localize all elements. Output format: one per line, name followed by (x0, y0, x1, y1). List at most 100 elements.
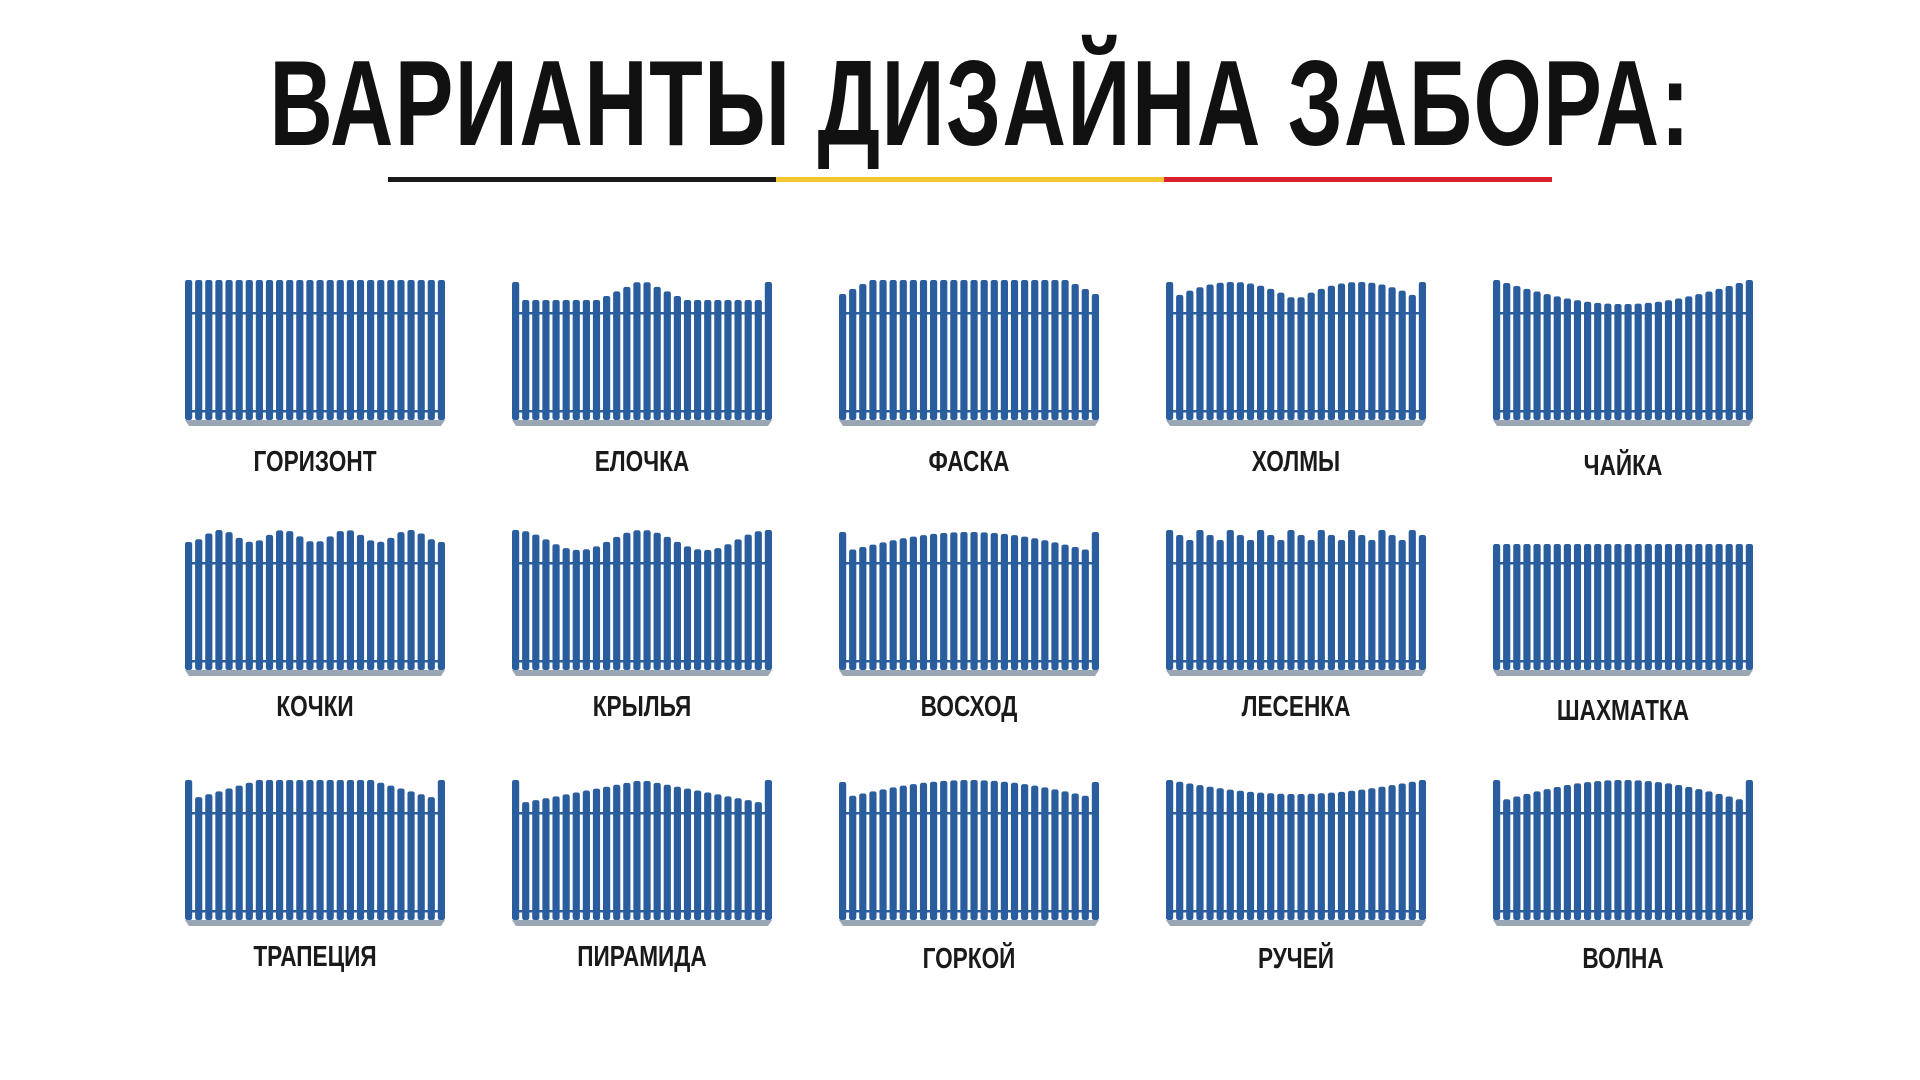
fence-picket (839, 294, 847, 420)
fence-picket (1503, 799, 1511, 920)
fence-picket (879, 542, 887, 670)
fence-picket (532, 534, 540, 670)
fence-picket (990, 532, 998, 670)
fence-faska-illustration (839, 280, 1099, 426)
fence-picket (1675, 785, 1683, 920)
fence-picket (286, 780, 294, 920)
fence-picket (1196, 530, 1204, 670)
fence-picket (1563, 544, 1571, 670)
fence-picket (1614, 303, 1622, 420)
fence-picket (532, 300, 540, 420)
fence-picket (1695, 544, 1703, 670)
fence-picket (195, 280, 203, 420)
fence-bottom-rail (185, 910, 445, 913)
fence-picket (603, 541, 611, 670)
fence-shadow (185, 920, 445, 926)
fence-design-shahmatka: ШАХМАТКА (1463, 520, 1783, 760)
fence-picket (704, 792, 712, 920)
fence-picket (1493, 780, 1501, 920)
fence-picket (1634, 544, 1642, 670)
fence-picket (1236, 535, 1244, 670)
fence-picket (306, 280, 314, 420)
fence-picket (1685, 544, 1693, 670)
fence-picket (276, 280, 284, 420)
fence-picket (562, 300, 570, 420)
fence-picket (1705, 544, 1713, 670)
fence-bottom-rail (839, 910, 1099, 913)
fence-picket (754, 300, 762, 420)
fence-picket (215, 530, 223, 670)
fence-picket (552, 796, 560, 920)
fence-picket (336, 780, 344, 920)
fence-picket (1166, 780, 1174, 920)
fence-picket (195, 539, 203, 670)
fence-picket (603, 296, 611, 420)
fence-label: ФАСКА (928, 446, 1010, 478)
fence-picket (980, 532, 988, 670)
fence-top-rail (185, 312, 445, 315)
title-underline-red (1164, 177, 1552, 182)
fence-picket (1061, 280, 1069, 420)
fence-picket (1725, 285, 1733, 420)
fence-picket (1664, 544, 1673, 670)
fence-picket (387, 785, 395, 920)
fence-label: ТРАПЕЦИЯ (253, 941, 377, 973)
fence-picket (1523, 288, 1531, 420)
fence-label: КРЫЛЬЯ (592, 691, 692, 723)
fence-picket (1584, 301, 1592, 420)
fence-label: ГОРИЗОНТ (253, 446, 377, 478)
fence-picket (1735, 544, 1743, 670)
fence-picket (1584, 782, 1592, 920)
fence-picket (397, 532, 405, 670)
fence-picket (205, 533, 213, 670)
fence-picket (306, 541, 314, 670)
fence-top-rail (185, 562, 445, 565)
fence-picket (764, 282, 772, 420)
fence-picket (377, 541, 385, 670)
fence-picket (1267, 535, 1275, 670)
fence-picket (980, 280, 988, 420)
fence-bottom-rail (512, 910, 772, 913)
fence-picket (1081, 795, 1089, 920)
fence-picket (940, 780, 948, 920)
fence-design-faska: ФАСКА (809, 270, 1129, 510)
fence-picket (694, 790, 702, 920)
fence-picket (1624, 303, 1632, 420)
fence-picket (562, 548, 570, 670)
fence-picket (205, 794, 213, 920)
fence-picket (1216, 282, 1224, 420)
fence-picket (336, 531, 344, 670)
fence-label: РУЧЕЙ (1257, 943, 1335, 975)
fence-picket (839, 532, 847, 670)
fence-horizon-illustration (185, 280, 445, 426)
fence-picket (512, 780, 520, 920)
fence-picket (1695, 789, 1703, 920)
fence-picket (1745, 780, 1753, 920)
fence-picket (1051, 280, 1059, 420)
fence-picket (704, 300, 712, 420)
fence-picket (919, 280, 928, 420)
fence-bottom-rail (839, 410, 1099, 413)
fence-picket (990, 780, 998, 920)
title-underline-yellow (776, 177, 1164, 182)
fence-lesenka-illustration (1166, 530, 1426, 676)
fence-shadow (1493, 420, 1753, 426)
fence-bottom-rail (1493, 910, 1753, 913)
fence-picket (869, 791, 877, 920)
fence-picket (899, 280, 907, 420)
fence-bottom-rail (185, 410, 445, 413)
fence-shadow (839, 670, 1099, 676)
fence-picket (1071, 547, 1079, 670)
fence-picket (1553, 544, 1561, 670)
fence-picket (296, 536, 304, 670)
fence-picket (1378, 786, 1386, 920)
fence-picket (990, 280, 998, 420)
fence-top-rail (1166, 812, 1426, 815)
fence-picket (1408, 530, 1416, 670)
fence-picket (1533, 791, 1541, 920)
fence-picket (427, 797, 435, 920)
fence-picket (1307, 540, 1315, 670)
fence-picket (1624, 780, 1632, 920)
fence-picket (1267, 288, 1275, 420)
fence-piramida-illustration (512, 780, 772, 926)
